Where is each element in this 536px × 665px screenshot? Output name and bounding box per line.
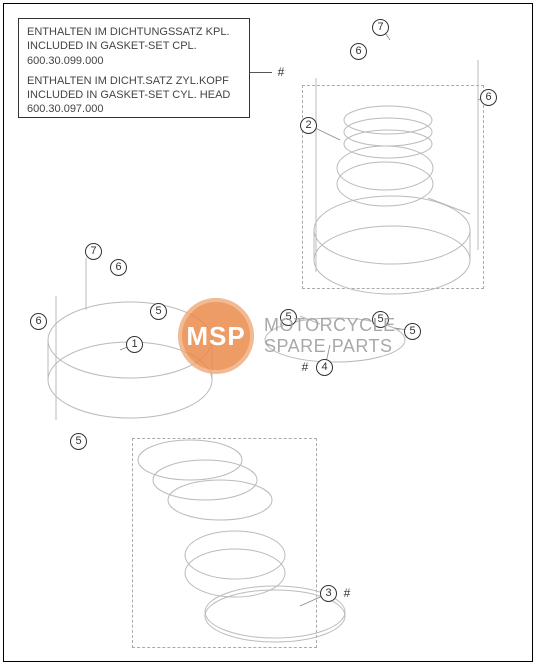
watermark-text: MOTORCYCLE SPARE PARTS <box>264 315 396 356</box>
callout-6: 6 <box>480 88 497 106</box>
callout-7: 7 <box>85 242 102 260</box>
watermark-badge: MSP <box>178 298 254 374</box>
callout-7: 7 <box>372 18 389 36</box>
hash-mark: # <box>340 585 354 600</box>
callout-5: 5 <box>150 302 167 320</box>
callout-6: 6 <box>30 312 47 330</box>
callout-2: 2 <box>300 116 317 134</box>
callout-6: 6 <box>350 42 367 60</box>
watermark: MSP MOTORCYCLE SPARE PARTS <box>178 298 396 374</box>
watermark-line: SPARE PARTS <box>264 336 396 357</box>
callout-6: 6 <box>110 258 127 276</box>
watermark-line: MOTORCYCLE <box>264 315 396 336</box>
callout-1: 1 <box>126 335 143 353</box>
callout-5: 5 <box>70 432 87 450</box>
callout-3: 3 <box>320 584 337 602</box>
callout-5: 5 <box>404 322 421 340</box>
